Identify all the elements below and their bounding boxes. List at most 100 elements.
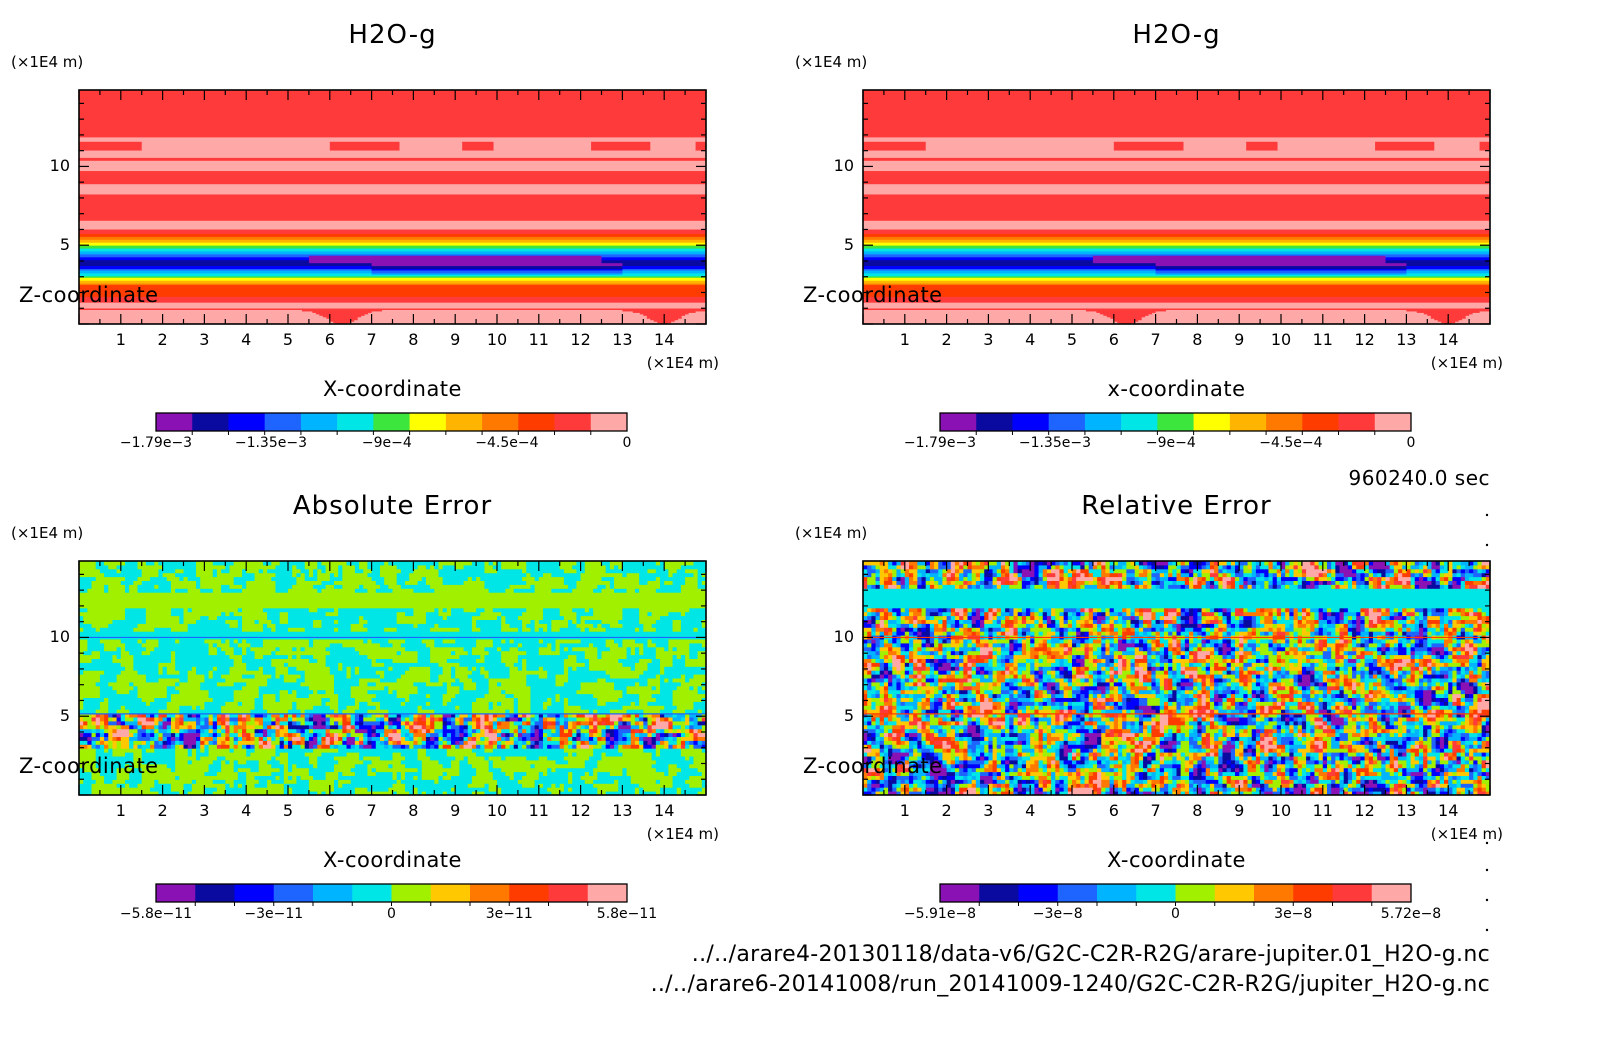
x-tick-label: 4	[241, 330, 252, 349]
margin-dot	[1485, 841, 1489, 845]
x-tick-label: 6	[324, 801, 335, 820]
colorbar-swatch	[587, 884, 628, 902]
colorbar-swatch	[482, 413, 519, 431]
colorbar-tick-label: −1.79e−3	[119, 435, 193, 451]
x-tick-label: 9	[1234, 801, 1245, 820]
colorbar-tick-label: −1.35e−3	[234, 435, 307, 451]
x-tick-label: 11	[1312, 330, 1333, 349]
x-tick-label: 4	[1025, 330, 1036, 349]
x-tick-label: 4	[241, 801, 252, 820]
heatmap-panel-4	[862, 560, 1491, 796]
x-axis-label: X-coordinate	[1107, 848, 1246, 872]
chart-title: Relative Error	[1081, 491, 1272, 521]
y-axis-label vlab: Z-coordinate	[19, 754, 159, 778]
colorbar-swatch	[156, 413, 193, 431]
colorbar-tick-label: 3e−8	[1274, 906, 1313, 922]
colorbar-tick-label: 0	[622, 435, 632, 451]
x-unit-label: (×1E4 m)	[1430, 825, 1503, 843]
colorbar-tick-label: 5.72e−8	[1380, 906, 1442, 922]
x-tick-label: 10	[486, 330, 508, 349]
colorbar-swatch	[1057, 884, 1098, 902]
y-tick-label: 10	[49, 627, 70, 647]
colorbar-tick-label: −4.5e−4	[1259, 435, 1323, 451]
x-tick-label: 7	[1150, 801, 1161, 820]
colorbar-swatch	[1018, 884, 1059, 902]
y-tick-label: 10	[833, 627, 854, 647]
colorbar-swatch	[979, 884, 1019, 902]
x-tick-label: 9	[1234, 330, 1245, 349]
y-unit-label: (×1E4 m)	[795, 524, 868, 542]
x-tick-label: 14	[1438, 801, 1459, 820]
colorbar-tick-label: 3e−11	[485, 906, 533, 922]
y-tick-label: 10	[833, 156, 854, 176]
x-tick-label: 12	[1354, 330, 1375, 349]
x-unit-label: (×1E4 m)	[646, 354, 719, 372]
x-tick-label: 6	[1108, 801, 1119, 820]
x-tick-label: 13	[1396, 801, 1417, 820]
colorbar-swatch	[313, 884, 353, 902]
colorbar-swatch	[1121, 413, 1158, 431]
colorbar-tick-label: −1.79e−3	[903, 435, 977, 451]
colorbar-swatch	[1266, 413, 1303, 431]
x-tick-label: 7	[366, 330, 377, 349]
chart-title: H2O-g	[1132, 20, 1221, 50]
colorbar-swatch	[1293, 884, 1333, 902]
x-tick-label: 12	[1354, 801, 1375, 820]
heatmap-panel-2	[862, 89, 1491, 325]
colorbar-swatch	[1084, 413, 1122, 431]
colorbar-swatch	[1157, 413, 1194, 431]
file-path-2: ../../arare6-20141008/run_20141009-1240/…	[650, 972, 1490, 997]
colorbar-swatch	[273, 884, 314, 902]
heatmap-panel-3	[78, 560, 707, 796]
colorbar-swatch	[1048, 413, 1086, 431]
x-tick-label: 3	[983, 801, 994, 820]
y-axis-label vlab: Z-coordinate	[803, 754, 943, 778]
colorbar-tick-label: 5.8e−11	[596, 906, 658, 922]
x-tick-label: 5	[282, 330, 294, 349]
colorbar-swatch	[976, 413, 1013, 431]
x-unit-label: (×1E4 m)	[1430, 354, 1503, 372]
colorbar-swatch	[195, 884, 235, 902]
x-tick-label: 6	[1108, 330, 1119, 349]
x-tick-label: 2	[941, 330, 952, 349]
margin-dot	[1485, 898, 1489, 902]
x-tick-label: 13	[612, 330, 633, 349]
colorbar-swatch	[1338, 413, 1376, 431]
x-tick-label: 4	[1025, 801, 1036, 820]
colorbar-swatch	[300, 413, 338, 431]
colorbar-swatch	[156, 884, 196, 902]
x-tick-label: 10	[1270, 330, 1292, 349]
x-tick-label: 8	[1192, 330, 1203, 349]
colorbar	[939, 883, 1412, 906]
colorbar-swatch	[1371, 884, 1412, 902]
x-tick-label: 13	[612, 801, 633, 820]
colorbar-tick-label: 0	[1171, 906, 1180, 922]
heatmap-cells	[79, 90, 706, 324]
y-axis-label vlab: Z-coordinate	[803, 283, 943, 307]
file-path-1: ../../arare4-20130118/data-v6/G2C-C2R-R2…	[691, 942, 1490, 967]
colorbar-swatch	[1193, 413, 1231, 431]
x-tick-label: 5	[1066, 801, 1078, 820]
colorbar-swatch	[1214, 884, 1255, 902]
colorbar-swatch	[470, 884, 510, 902]
colorbar-tick-label: 0	[1406, 435, 1416, 451]
colorbar	[939, 412, 1412, 435]
y-unit-label: (×1E4 m)	[795, 53, 868, 71]
colorbar-tick-label: −9e−4	[361, 435, 412, 451]
colorbar-swatch	[554, 413, 592, 431]
x-tick-label: 14	[1438, 330, 1459, 349]
x-axis-label: X-coordinate	[323, 377, 462, 401]
x-tick-label: 3	[983, 330, 994, 349]
colorbar-swatch	[1175, 884, 1216, 902]
colorbar-tick-label: −5.91e−8	[903, 906, 977, 922]
colorbar-tick-label: −1.35e−3	[1018, 435, 1091, 451]
colorbar-swatch	[228, 413, 265, 431]
x-tick-label: 5	[282, 801, 294, 820]
x-tick-label: 14	[654, 801, 675, 820]
colorbar-swatch	[391, 884, 432, 902]
colorbar-swatch	[509, 884, 549, 902]
margin-dot	[1485, 868, 1489, 872]
colorbar-swatch	[1012, 413, 1049, 431]
colorbar-swatch	[192, 413, 229, 431]
x-tick-label: 1	[115, 801, 126, 820]
